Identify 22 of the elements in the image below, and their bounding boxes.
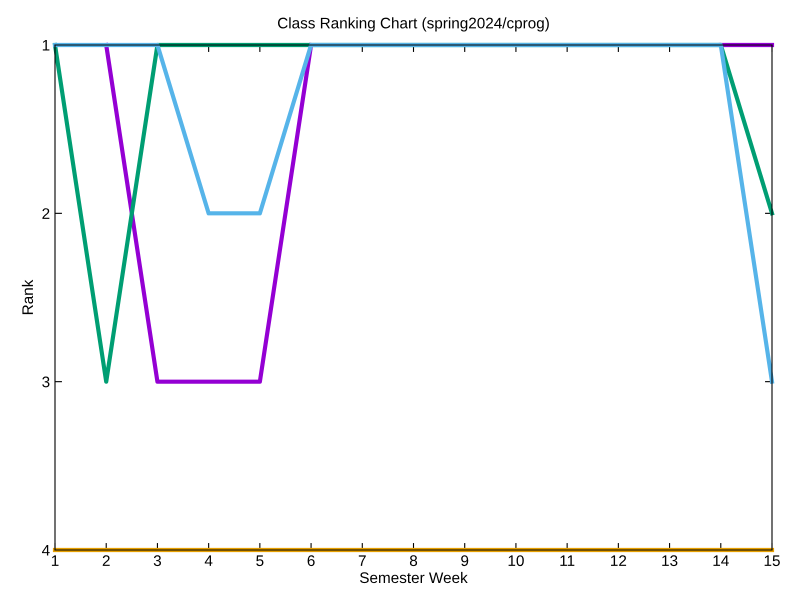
x-tick-label: 14 [713,555,729,566]
x-tick-label: 12 [611,555,626,566]
x-tick-label: 13 [662,555,678,566]
x-tick-label: 2 [102,555,110,566]
y-tick-label: 3 [42,376,50,388]
x-tick-label: 7 [358,555,366,566]
x-tick-label: 10 [508,555,524,566]
x-axis-title: Semester Week [360,572,468,584]
chart-title: Class Ranking Chart (spring2024/cprog) [278,17,549,32]
x-tick-label: 9 [461,555,468,566]
x-tick-label: 5 [256,555,264,566]
x-tick-label: 3 [154,555,162,566]
x-tick-label: 8 [410,555,418,566]
y-tick-label: 2 [42,208,50,219]
x-tick-label: 11 [560,555,574,566]
y-axis-title: Rank [22,280,34,314]
x-tick-label: 1 [52,555,59,566]
x-tick-label: 15 [764,555,780,566]
y-tick-label: 1 [42,40,50,51]
x-tick-label: 6 [308,555,315,566]
y-tick-label: 4 [42,545,50,556]
x-tick-label: 4 [204,555,212,566]
